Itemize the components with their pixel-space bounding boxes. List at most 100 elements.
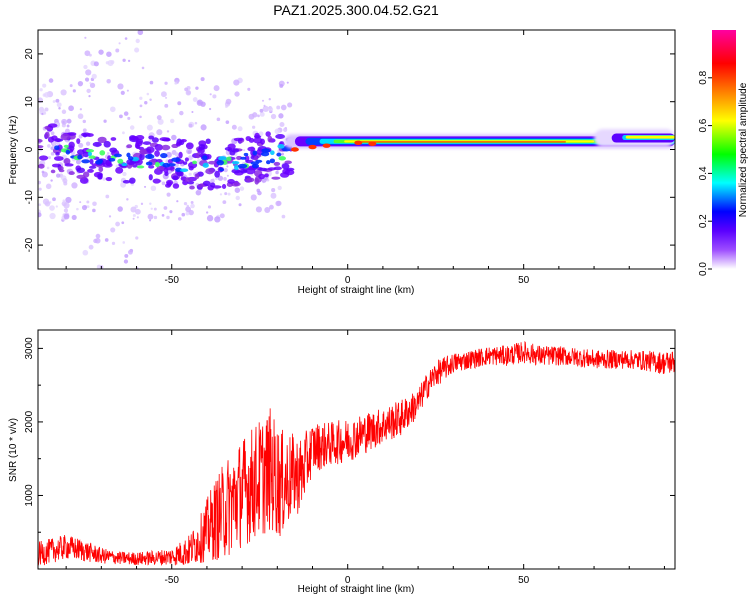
spectrogram-noise-point: [61, 118, 68, 125]
spectrogram-noise-point: [110, 227, 116, 233]
spectrogram-hotspot: [278, 156, 286, 161]
spectrogram-noise-point: [140, 202, 144, 206]
snr-x-tick-label: -50: [165, 575, 180, 586]
spectrogram-noise-point: [175, 163, 179, 167]
spectrogram-noise-point: [82, 249, 89, 256]
spectrogram-noise-point: [213, 85, 220, 92]
spectrogram-noise-point: [283, 127, 288, 132]
spectrogram-x-tick-label: -50: [165, 275, 180, 286]
spectrogram-blob: [51, 135, 58, 141]
spectrogram-hotspot: [237, 163, 248, 169]
spectrogram-hotspot: [117, 158, 124, 164]
spectrogram-noise-point: [149, 98, 152, 102]
spectrogram-blob: [175, 141, 182, 147]
ridge-knot: [354, 140, 363, 146]
spectrogram-y-label: Frequency (Hz): [8, 116, 19, 185]
spectrogram-y-tick-label: 20: [24, 48, 35, 60]
spectrogram-blob: [258, 167, 268, 172]
spectrogram-x-tick-label: 0: [345, 275, 351, 286]
spectrogram-noise-point: [258, 131, 264, 137]
spectrogram-noise-point: [123, 111, 129, 116]
spectrogram-noise-point: [66, 124, 70, 128]
spectrogram-noise-point: [164, 81, 168, 85]
spectrogram-noise-point: [269, 204, 274, 210]
spectrogram-noise-point: [147, 213, 154, 220]
spectrogram-hotspot: [219, 168, 224, 172]
spectrogram-blob: [239, 169, 248, 174]
spectrogram-noise-point: [281, 214, 286, 219]
spectrogram-noise-point: [56, 173, 61, 178]
spectrogram-noise-point: [216, 117, 221, 122]
spectrogram-noise-point: [63, 208, 69, 213]
spectrogram-blob: [254, 178, 260, 185]
spectrogram-noise-point: [64, 128, 70, 134]
spectrogram-noise-point: [129, 125, 135, 130]
spectrogram-hotspot: [231, 161, 240, 165]
spectrogram-blob: [202, 180, 211, 187]
spectrogram-blob: [248, 137, 255, 143]
spectrogram-noise-point: [44, 201, 51, 207]
spectrogram-hotspot: [260, 151, 270, 157]
spectrogram-noise-point: [71, 182, 78, 189]
spectrogram-noise-point: [105, 194, 110, 199]
spectrogram-blob: [198, 143, 206, 151]
spectrogram-hotspot: [127, 156, 134, 161]
spectrogram-hotspot: [121, 162, 128, 167]
spectrogram-noise-point: [223, 168, 228, 173]
spectrogram-noise-point: [127, 249, 133, 255]
spectrogram-noise-point: [263, 104, 266, 107]
spectrogram-noise-point: [261, 99, 265, 102]
spectrogram-noise-point: [238, 203, 242, 207]
spectrogram-noise-point: [43, 92, 50, 98]
spectrogram-blob: [253, 156, 259, 161]
spectrogram-noise-point: [122, 171, 127, 177]
spectrogram-noise-point: [52, 197, 56, 202]
colorbar-tick-label: 0.4: [698, 166, 709, 180]
spectrogram-noise-point: [185, 206, 191, 213]
spectrogram-noise-point: [248, 113, 255, 120]
spectrogram-noise-point: [195, 86, 199, 90]
spectrogram-noise-point: [146, 124, 153, 131]
spectrogram-blob: [279, 172, 290, 178]
spectrogram-noise-point: [127, 59, 131, 63]
spectrogram-hotspot: [240, 156, 247, 160]
spectrogram-noise-point: [51, 141, 56, 146]
spectrogram-noise-point: [184, 87, 189, 92]
spectrogram-noise-point: [215, 177, 218, 181]
snr-y-tick-label: 3000: [24, 337, 35, 360]
spectrogram-noise-point: [63, 202, 70, 209]
spectrogram-hotspot: [54, 145, 60, 151]
spectrogram-noise-point: [233, 79, 240, 86]
spectrogram-noise-point: [50, 179, 53, 182]
spectrogram-x-label: Height of straight line (km): [298, 285, 415, 296]
spectrogram-noise-point: [115, 164, 119, 168]
spectrogram-blob: [103, 140, 111, 148]
spectrogram-noise-point: [190, 201, 194, 204]
spectrogram-noise-point: [183, 201, 188, 206]
colorbar: 0.0 0.2 0.4 0.6 0.8 Normalized spectral ampl…: [698, 30, 749, 276]
spectrogram-noise-point: [217, 175, 224, 181]
spectrogram-blob: [57, 166, 64, 171]
spectrogram-noise-point: [239, 186, 245, 191]
spectrogram-noise-point: [226, 165, 229, 168]
spectrogram-blob: [129, 177, 136, 184]
spectrogram-noise-point: [164, 103, 169, 108]
spectrogram-noise-point: [195, 189, 202, 196]
spectrogram-noise-point: [62, 178, 68, 184]
spectrogram-noise-point: [47, 144, 51, 148]
spectrogram-blob: [98, 173, 103, 180]
spectrogram-noise-point: [122, 58, 126, 62]
spectrogram-noise-point: [174, 81, 178, 85]
spectrogram-blob: [115, 166, 124, 174]
spectrogram-noise-point: [270, 113, 277, 120]
spectrogram-blob: [154, 144, 163, 151]
spectrogram-hotspot: [99, 150, 106, 156]
spectrogram-noise-point: [85, 141, 91, 146]
spectrogram-noise-point: [56, 141, 61, 146]
spectrogram-noise-point: [247, 87, 251, 91]
spectrogram-noise-point: [93, 61, 99, 67]
spectrogram-noise-point: [44, 107, 49, 112]
spectrogram-blob: [67, 132, 77, 136]
spectrogram-noise-point: [231, 124, 237, 130]
spectrogram-noise-point: [275, 170, 279, 175]
